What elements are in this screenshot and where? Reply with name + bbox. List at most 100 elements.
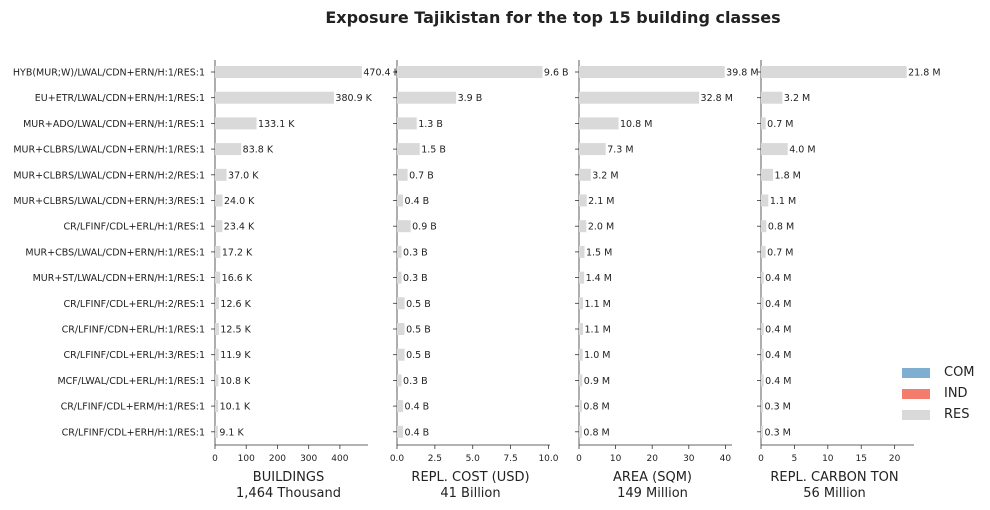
bar xyxy=(579,425,582,438)
bar-value-label: 0.8 M xyxy=(583,427,609,438)
bar xyxy=(397,194,404,207)
x-tick-label: 2.5 xyxy=(428,454,442,464)
bar xyxy=(579,271,585,284)
bar-value-label: 470.4 K xyxy=(363,68,400,79)
bar xyxy=(215,117,257,130)
bar-value-label: 2.1 M xyxy=(588,196,614,207)
legend-swatch-res xyxy=(902,409,930,420)
bar-value-label: 0.4 M xyxy=(765,376,791,387)
bar-value-label: 0.5 B xyxy=(406,325,431,336)
bar-value-label: 1.1 M xyxy=(770,196,796,207)
bar xyxy=(761,271,764,284)
bar-value-label: 2.0 M xyxy=(588,222,614,233)
bar xyxy=(215,168,227,181)
legend-item-ind: IND xyxy=(902,383,975,404)
bar xyxy=(761,425,764,438)
bar-value-label: 12.5 K xyxy=(220,325,251,336)
bar-value-label: 1.8 M xyxy=(775,170,801,181)
bar xyxy=(215,400,219,413)
bar xyxy=(761,245,766,258)
bar-value-label: 0.4 M xyxy=(765,299,791,310)
bar-value-label: 10.8 K xyxy=(220,376,251,387)
bar-value-label: 0.7 B xyxy=(409,170,434,181)
bar xyxy=(761,117,766,130)
x-axis-label: REPL. CARBON TON xyxy=(770,470,898,485)
legend-label-ind: IND xyxy=(944,386,968,401)
bar-value-label: 0.4 M xyxy=(765,350,791,361)
bar-value-label: 16.6 K xyxy=(222,273,253,284)
x-tick-label: 100 xyxy=(238,454,255,464)
bar xyxy=(579,117,619,130)
bar xyxy=(215,245,221,258)
bar-value-label: 0.8 M xyxy=(583,402,609,413)
bar xyxy=(761,168,774,181)
bar xyxy=(397,168,408,181)
bar xyxy=(397,374,402,387)
x-tick-label: 30 xyxy=(683,454,695,464)
x-tick-label: 40 xyxy=(720,454,732,464)
bar xyxy=(761,400,764,413)
bar-value-label: 0.3 M xyxy=(765,402,791,413)
legend-label-com: COM xyxy=(944,365,975,380)
bar-value-label: 0.5 B xyxy=(406,350,431,361)
bar-value-label: 1.5 B xyxy=(421,145,446,156)
x-tick-label: 10.0 xyxy=(538,454,558,464)
x-axis-total: 56 Million xyxy=(803,486,866,501)
bar-value-label: 17.2 K xyxy=(222,247,253,258)
bar xyxy=(215,323,219,335)
legend-swatch-ind xyxy=(902,388,930,399)
x-tick-label: 20 xyxy=(889,454,901,464)
bar xyxy=(397,425,404,438)
bar xyxy=(215,220,223,233)
x-axis-label: AREA (SQM) xyxy=(613,470,692,485)
bar-value-label: 3.2 M xyxy=(592,170,618,181)
category-label: CR/LFINF/CDL+ERH/H:1/RES:1 xyxy=(62,427,205,438)
bar-value-label: 3.9 B xyxy=(458,93,483,104)
bar xyxy=(215,348,219,361)
bar xyxy=(579,374,583,387)
bar-value-label: 0.9 B xyxy=(412,222,437,233)
legend-label-res: RES xyxy=(944,407,970,422)
x-axis-label: REPL. COST (USD) xyxy=(411,470,529,485)
bar xyxy=(579,323,584,335)
bar xyxy=(215,271,221,284)
bar xyxy=(761,143,788,156)
bar-value-label: 1.5 M xyxy=(586,247,612,258)
bar-value-label: 0.5 B xyxy=(406,299,431,310)
bar-value-label: 0.8 M xyxy=(768,222,794,233)
legend-item-com: COM xyxy=(902,362,975,383)
bar xyxy=(761,194,769,207)
bar xyxy=(397,400,404,413)
bar-value-label: 0.7 M xyxy=(767,119,793,130)
bar-value-label: 0.3 M xyxy=(765,427,791,438)
category-label: MUR+CBS/LWAL/CDN+ERN/H:1/RES:1 xyxy=(25,247,205,258)
bar xyxy=(579,245,585,258)
bar-value-label: 0.7 M xyxy=(767,247,793,258)
bar xyxy=(761,91,783,104)
category-label: EU+ETR/LWAL/CDN+ERN/H:1/RES:1 xyxy=(35,93,205,104)
bar-value-label: 1.1 M xyxy=(585,299,611,310)
bar xyxy=(397,91,457,104)
bar-value-label: 1.4 M xyxy=(586,273,612,284)
bar xyxy=(579,91,700,104)
bar xyxy=(215,66,362,78)
category-label: CR/LFINF/CDL+ERL/H:1/RES:1 xyxy=(63,222,205,233)
bar-value-label: 1.3 B xyxy=(418,119,443,130)
category-label: MUR+CLBRS/LWAL/CDN+ERN/H:3/RES:1 xyxy=(13,196,205,207)
x-tick-label: 300 xyxy=(300,454,317,464)
bar-value-label: 23.4 K xyxy=(224,222,255,233)
x-tick-label: 0.0 xyxy=(390,454,405,464)
x-tick-label: 0 xyxy=(576,454,582,464)
bar xyxy=(579,143,606,156)
bar-value-label: 1.0 M xyxy=(584,350,610,361)
bar-value-label: 37.0 K xyxy=(228,170,259,181)
bar xyxy=(397,245,402,258)
bar-value-label: 0.4 M xyxy=(765,325,791,336)
bar-value-label: 39.8 M xyxy=(726,68,758,79)
category-label: CR/LFINF/CDL+ERL/H:3/RES:1 xyxy=(63,350,205,361)
x-tick-label: 5.0 xyxy=(466,454,481,464)
bar xyxy=(579,400,582,413)
bar xyxy=(215,194,223,207)
bar-value-label: 83.8 K xyxy=(243,145,274,156)
